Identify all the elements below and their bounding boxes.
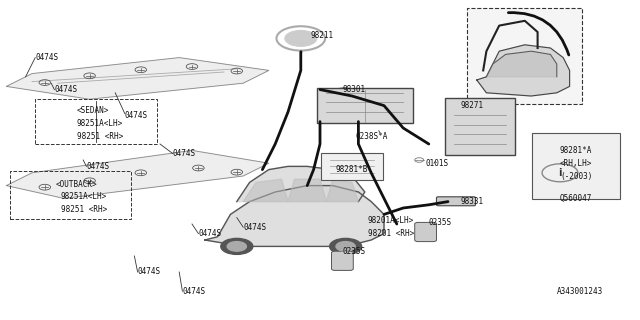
Text: 98201 <RH>: 98201 <RH>	[368, 229, 414, 238]
Text: 98301: 98301	[342, 85, 365, 94]
Circle shape	[336, 242, 355, 251]
Text: 0474S: 0474S	[182, 287, 205, 296]
Circle shape	[227, 242, 246, 251]
Text: 0235S: 0235S	[342, 247, 365, 256]
Text: 98211: 98211	[310, 31, 333, 40]
FancyBboxPatch shape	[415, 222, 436, 242]
Text: 98251A<LH>: 98251A<LH>	[77, 119, 123, 128]
Text: <OUTBACK>: <OUTBACK>	[56, 180, 97, 188]
Text: 0238S*A: 0238S*A	[355, 132, 388, 140]
Text: 98201A<LH>: 98201A<LH>	[368, 216, 414, 225]
FancyBboxPatch shape	[532, 133, 620, 199]
Text: 0474S: 0474S	[198, 229, 221, 238]
Polygon shape	[6, 150, 269, 198]
Polygon shape	[243, 179, 288, 202]
Text: (-2003): (-2003)	[560, 172, 593, 180]
FancyBboxPatch shape	[467, 8, 582, 104]
Text: 98251 <RH>: 98251 <RH>	[77, 132, 123, 140]
Text: 98281*B: 98281*B	[336, 165, 369, 174]
Text: Q560047: Q560047	[560, 194, 593, 203]
Text: 0474S: 0474S	[86, 162, 109, 171]
Text: 98331: 98331	[461, 197, 484, 206]
FancyBboxPatch shape	[436, 197, 476, 206]
Text: i: i	[558, 168, 562, 178]
Text: 0474S: 0474S	[54, 85, 77, 94]
Circle shape	[330, 238, 362, 254]
Text: 98251 <RH>: 98251 <RH>	[61, 205, 107, 214]
FancyBboxPatch shape	[445, 98, 515, 155]
Text: 0235S: 0235S	[429, 218, 452, 227]
Polygon shape	[326, 179, 358, 202]
Polygon shape	[6, 58, 269, 99]
FancyBboxPatch shape	[332, 251, 353, 270]
Text: 0474S: 0474S	[35, 53, 58, 62]
FancyBboxPatch shape	[321, 153, 383, 180]
Polygon shape	[237, 166, 365, 202]
Text: <SEDAN>: <SEDAN>	[77, 106, 109, 115]
Polygon shape	[486, 51, 557, 77]
Text: 0474S: 0474S	[173, 149, 196, 158]
Polygon shape	[288, 179, 326, 202]
Text: <RH,LH>: <RH,LH>	[560, 159, 593, 168]
Circle shape	[285, 30, 317, 46]
Text: 98251A<LH>: 98251A<LH>	[61, 192, 107, 201]
Text: 0474S: 0474S	[138, 268, 161, 276]
Polygon shape	[205, 186, 384, 246]
Text: 98271: 98271	[461, 101, 484, 110]
FancyBboxPatch shape	[317, 88, 413, 123]
Text: 0101S: 0101S	[426, 159, 449, 168]
Circle shape	[221, 238, 253, 254]
Text: A343001243: A343001243	[557, 287, 603, 296]
Text: 98281*A: 98281*A	[560, 146, 593, 155]
Text: 0474S: 0474S	[243, 223, 266, 232]
Text: 0474S: 0474S	[125, 111, 148, 120]
Polygon shape	[477, 45, 570, 96]
